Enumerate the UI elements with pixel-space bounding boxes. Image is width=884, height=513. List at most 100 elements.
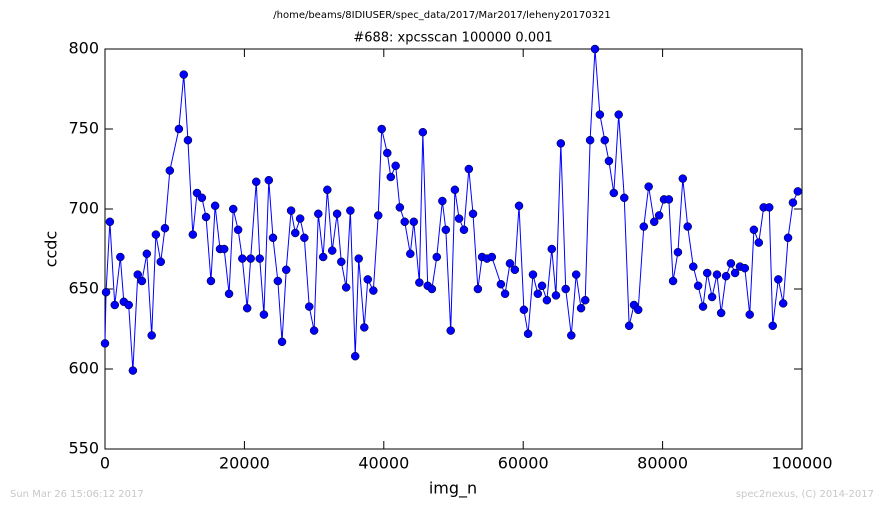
footer-left: Sun Mar 26 15:06:12 2017 <box>10 489 144 500</box>
data-point <box>673 247 683 257</box>
data-point <box>188 230 198 239</box>
data-point <box>224 289 234 299</box>
data-point <box>174 124 184 134</box>
data-point <box>255 254 264 263</box>
data-point <box>614 110 623 119</box>
data-point <box>514 201 524 211</box>
data-point <box>649 217 659 227</box>
data-point <box>745 310 754 319</box>
data-point <box>600 135 609 145</box>
data-point <box>639 222 649 231</box>
data-point <box>406 249 415 259</box>
data-point <box>590 44 600 54</box>
data-point <box>432 252 442 262</box>
x-axis-label: img_n <box>429 479 477 499</box>
data-point <box>689 262 698 271</box>
data-point <box>201 212 211 222</box>
data-point <box>609 188 619 198</box>
data-point <box>633 305 643 315</box>
data-point <box>400 217 409 227</box>
data-point <box>556 139 566 148</box>
data-point <box>383 148 392 158</box>
data-point <box>206 276 216 286</box>
x-tick-label: 0 <box>100 454 110 473</box>
data-point <box>341 283 351 292</box>
y-tick-label: 550 <box>68 439 99 458</box>
data-point <box>273 276 283 286</box>
data-point <box>415 278 424 287</box>
data-point <box>698 302 708 311</box>
data-point <box>510 265 520 275</box>
data-point <box>124 300 133 310</box>
data-point <box>105 217 115 227</box>
data-point <box>128 366 138 375</box>
y-tick-label: 700 <box>68 199 99 218</box>
data-point <box>100 339 110 348</box>
data-point <box>304 302 314 311</box>
x-tick-label: 80000 <box>637 454 688 473</box>
data-point <box>446 326 455 335</box>
data-point <box>500 289 510 299</box>
data-point <box>228 204 238 214</box>
data-point <box>450 185 460 195</box>
data-point <box>454 214 464 223</box>
plot-frame <box>104 48 803 450</box>
y-tick-label: 600 <box>68 359 99 378</box>
data-point <box>788 198 798 207</box>
data-point <box>346 206 355 215</box>
data-point <box>242 303 252 313</box>
x-tick-label: 40000 <box>358 454 409 473</box>
data-point <box>754 238 764 247</box>
data-point <box>246 254 255 263</box>
data-point <box>624 321 634 331</box>
data-point <box>281 265 291 275</box>
data-point <box>496 279 506 289</box>
y-tick-label: 750 <box>68 119 99 138</box>
data-point <box>369 286 378 295</box>
data-point <box>142 249 152 259</box>
data-point <box>295 214 305 223</box>
data-point <box>551 291 561 300</box>
data-point <box>264 175 274 185</box>
data-point <box>179 70 189 79</box>
data-point <box>160 223 170 233</box>
y-tick-label: 650 <box>68 279 99 298</box>
data-point <box>268 233 278 243</box>
data-point <box>793 187 803 196</box>
data-point <box>277 337 287 347</box>
data-point <box>547 244 557 254</box>
data-point <box>537 281 547 291</box>
data-point <box>576 303 586 313</box>
data-point <box>427 284 437 294</box>
data-point <box>533 289 543 299</box>
data-point <box>730 268 740 278</box>
data-point <box>110 300 120 310</box>
data-point <box>567 331 576 340</box>
data-point <box>219 244 229 254</box>
data-point <box>693 281 703 291</box>
data-point <box>438 196 447 206</box>
data-point <box>604 156 614 166</box>
data-point <box>528 270 538 279</box>
data-point <box>441 225 451 235</box>
data-point <box>620 193 629 203</box>
data-point <box>377 124 386 134</box>
data-point <box>314 209 323 219</box>
data-point <box>644 182 653 191</box>
data-point <box>332 209 342 219</box>
data-point <box>595 110 605 119</box>
data-point <box>774 275 783 284</box>
data-point <box>251 177 261 187</box>
data-point <box>678 174 688 183</box>
data-point <box>101 287 111 297</box>
data-point <box>259 310 269 319</box>
data-point <box>664 195 674 204</box>
data-point <box>238 254 247 263</box>
data-point <box>147 331 156 340</box>
data-point <box>151 230 161 239</box>
chart-title: #688: xpcsscan 100000 0.001 <box>353 31 552 46</box>
y-axis-label: ccdc <box>42 231 61 268</box>
data-point <box>373 211 383 220</box>
data-point <box>654 211 664 220</box>
data-point <box>327 246 337 255</box>
